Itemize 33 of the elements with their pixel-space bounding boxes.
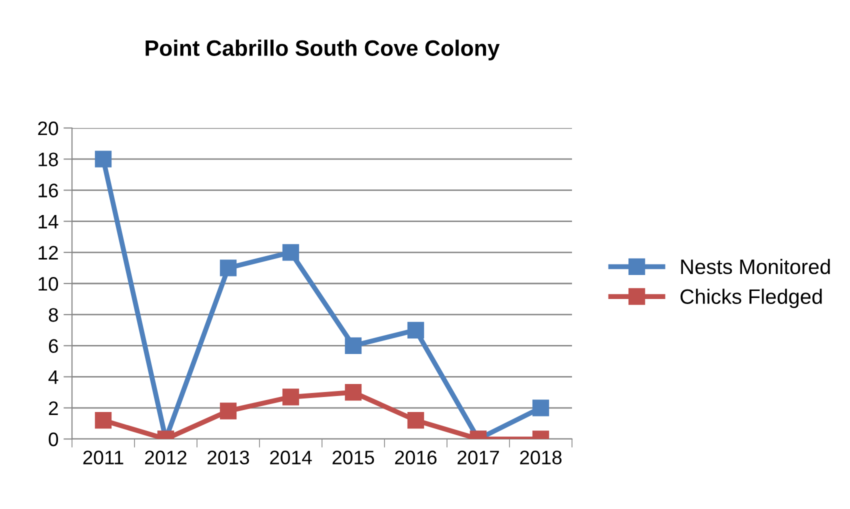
point — [344, 384, 362, 401]
point — [407, 412, 424, 429]
x-tick-label: 2011 — [83, 450, 124, 464]
legend-label: Chicks Fledged — [680, 288, 822, 308]
point — [220, 260, 237, 276]
y-tick-label: 8 — [48, 308, 58, 322]
y-tick-label: 18 — [38, 152, 58, 166]
y-tick-label: 10 — [38, 276, 58, 291]
point — [282, 388, 300, 406]
point — [220, 402, 237, 420]
point — [94, 412, 112, 429]
point — [282, 244, 300, 261]
x-tick-label: 2015 — [332, 450, 374, 464]
point — [344, 337, 362, 354]
y-tick-label: 0 — [48, 432, 58, 446]
y-tick-label: 12 — [38, 246, 58, 260]
x-tick-label: 2012 — [145, 450, 186, 464]
x-tick-label: 2014 — [270, 450, 312, 464]
x-tick-label: 2018 — [520, 450, 562, 464]
y-tick-label: 6 — [48, 339, 58, 353]
x-tick-label: 2017 — [458, 450, 499, 464]
y-tick-label: 16 — [38, 184, 58, 198]
y-tick-label: 14 — [38, 214, 58, 228]
y-tick-label: 20 — [38, 121, 58, 136]
point — [407, 322, 424, 338]
x-tick-label: 2016 — [395, 450, 437, 464]
point — [94, 150, 112, 168]
y-tick-label: 2 — [48, 401, 58, 415]
x-tick-label: 2013 — [208, 450, 250, 464]
y-tick-label: 4 — [48, 370, 58, 384]
chart-title: Point Cabrillo South Cove Colony — [146, 40, 500, 60]
legend-label: Nests Monitored — [681, 258, 830, 274]
point — [532, 400, 550, 416]
